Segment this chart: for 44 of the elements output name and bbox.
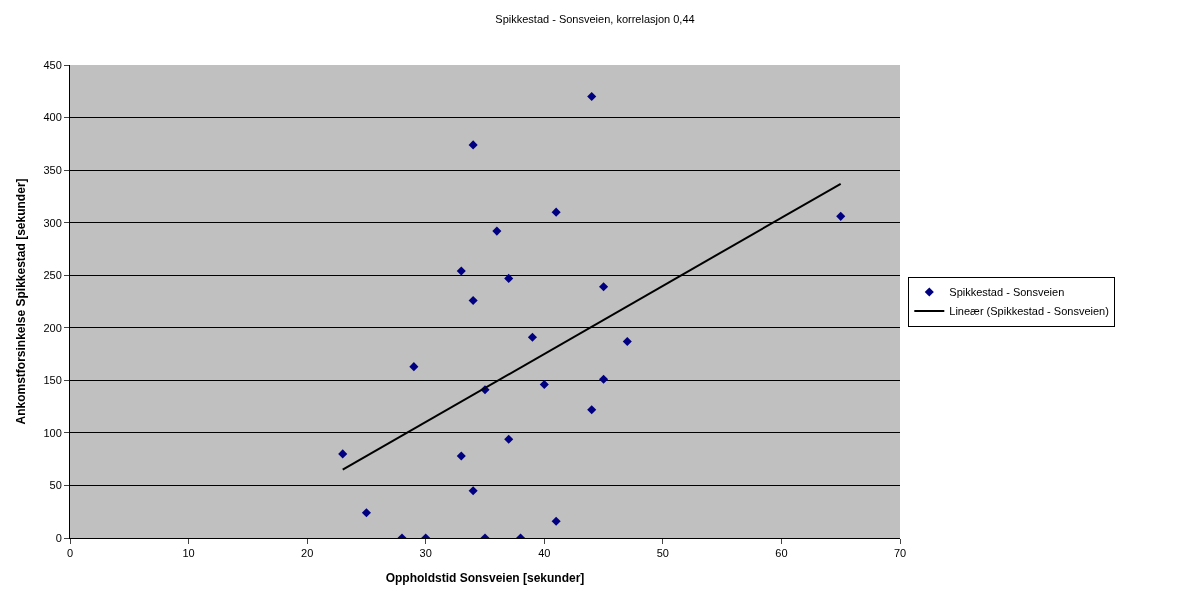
- y-tick-label: 350: [43, 163, 62, 176]
- x-tick-label: 70: [893, 547, 907, 560]
- chart-title: Spikkestad - Sonsveien, korrelasjon 0,44: [495, 12, 695, 25]
- y-axis-title: Ankomstforsinkelse Spikkestad [sekunder]: [13, 178, 28, 425]
- point: [361, 508, 371, 518]
- x-tick-label: 60: [775, 547, 788, 560]
- point: [539, 379, 549, 390]
- x-tick-label: 0: [66, 547, 74, 560]
- point: [622, 336, 632, 346]
- point: [527, 332, 537, 342]
- point: [587, 91, 597, 102]
- y-tick-label: 150: [43, 374, 62, 387]
- point: [338, 449, 348, 459]
- point: [456, 266, 466, 276]
- y-tick-label: 200: [43, 321, 62, 334]
- x-tick-label: 30: [419, 547, 432, 560]
- point: [551, 207, 561, 217]
- point: [468, 295, 478, 305]
- point: [456, 451, 466, 461]
- point: [504, 434, 514, 444]
- point: [599, 374, 609, 384]
- x-tick-label: 10: [182, 547, 195, 560]
- x-tick-label: 20: [301, 547, 314, 560]
- y-tick-label: 400: [43, 111, 62, 124]
- legend-label: Spikkestad - Sonsveien: [949, 286, 1065, 299]
- point: [599, 282, 609, 292]
- x-tick-label: 50: [656, 547, 669, 560]
- y-tick-label: 100: [43, 426, 62, 439]
- point: [836, 211, 846, 221]
- point: [409, 362, 419, 372]
- point: [504, 273, 514, 283]
- legend-label: Lineær (Spikkestad - Sonsveien): [949, 305, 1109, 318]
- x-axis-title: Oppholdstid Sonsveien [sekunder]: [385, 571, 585, 586]
- y-tick-label: 50: [49, 479, 62, 492]
- x-tick-label: 40: [538, 547, 551, 560]
- point: [468, 140, 478, 150]
- y-tick-label: 250: [43, 269, 62, 282]
- y-tick-label: 0: [55, 531, 62, 544]
- point: [468, 486, 478, 496]
- point: [551, 516, 561, 526]
- y-tick-label: 450: [43, 58, 62, 71]
- point: [492, 226, 502, 236]
- y-tick-label: 300: [43, 216, 62, 229]
- point: [587, 405, 597, 415]
